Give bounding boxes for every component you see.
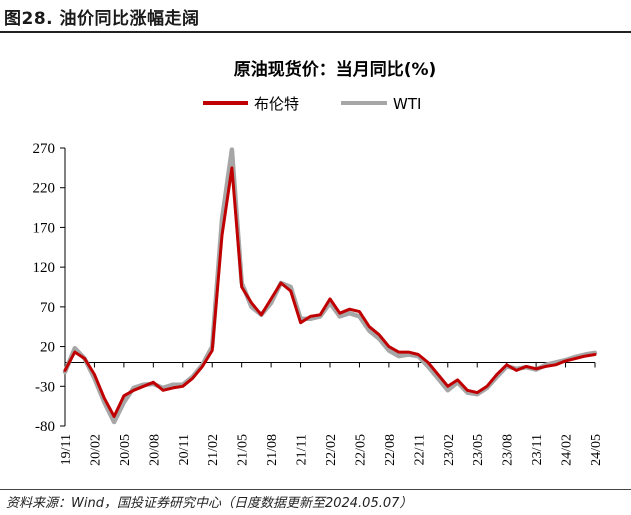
x-tick-label: 21/11: [295, 434, 310, 465]
x-tick-label: 24/02: [560, 434, 575, 466]
bottom-divider: [0, 489, 631, 490]
chart-title: 原油现货价：当月同比(%): [234, 59, 437, 80]
x-tick-label: 21/05: [236, 434, 251, 466]
x-tick-label: 20/11: [177, 434, 192, 465]
x-tick-label: 23/08: [501, 434, 516, 466]
y-tick-label: 20: [40, 340, 55, 356]
y-tick-label: 170: [33, 220, 56, 236]
x-tick-label: 20/02: [88, 434, 103, 466]
x-tick-label: 23/05: [471, 434, 486, 466]
x-tick-label: 19/11: [59, 434, 74, 465]
y-tick-label: 220: [33, 181, 56, 197]
source-note: 资料来源：Wind，国投证券研究中心（日度数据更新至2024.05.07）: [6, 496, 413, 511]
series-line-wti: [62, 147, 598, 425]
legend-label-brent: 布伦特: [254, 95, 299, 113]
x-tick-label: 20/08: [147, 434, 162, 466]
y-tick-label: 70: [40, 300, 55, 316]
x-tick-label: 22/02: [324, 434, 339, 466]
y-tick-label: -80: [35, 419, 55, 435]
figure-title: 图28. 油价同比涨幅走阔: [4, 9, 200, 29]
x-tick-label: 24/05: [589, 434, 604, 466]
series-line-brent: [63, 166, 597, 418]
y-tick-label: 270: [33, 141, 56, 157]
legend-label-wti: WTI: [393, 95, 421, 113]
x-tick-label: 21/08: [265, 434, 280, 466]
x-tick-label: 22/05: [353, 434, 368, 466]
y-tick-label: 120: [33, 260, 56, 276]
axes: -80 -30 20 70 120 170 220 270 19/11 20/02 20/05 20/…: [33, 141, 605, 466]
legend: 布伦特 WTI: [203, 95, 421, 113]
x-tick-label: 20/05: [118, 434, 133, 466]
series-layer: [62, 147, 598, 425]
x-tick-label: 22/11: [412, 434, 427, 465]
y-tick-label: -30: [35, 379, 55, 395]
x-tick-label: 21/02: [206, 434, 221, 466]
top-divider: [0, 31, 631, 33]
x-tick-label: 23/11: [530, 434, 545, 465]
x-tick-label: 22/08: [383, 434, 398, 466]
x-tick-label: 23/02: [442, 434, 457, 466]
